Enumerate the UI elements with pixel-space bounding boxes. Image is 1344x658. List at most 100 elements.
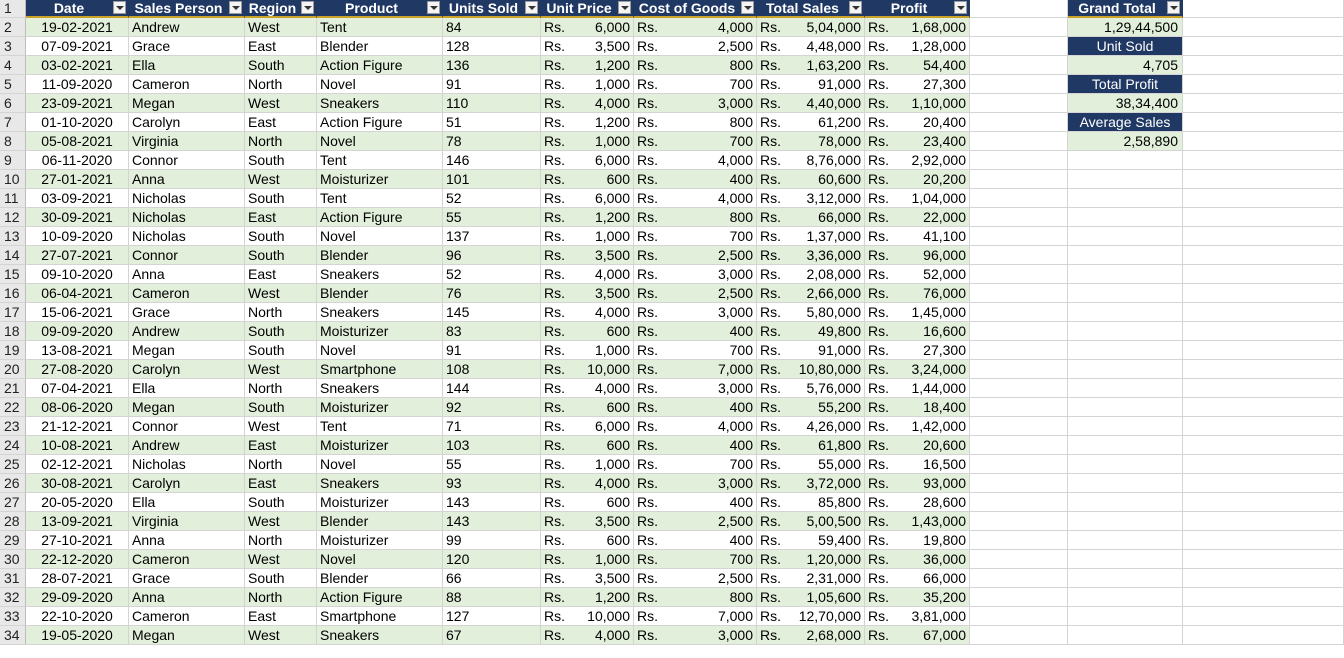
cell-date[interactable]: 30-09-2021 xyxy=(26,208,129,227)
cell-cost-of-goods[interactable]: Rs. 400 xyxy=(634,322,757,341)
cell-profit[interactable]: Rs. 20,400 xyxy=(865,113,970,132)
cell-region[interactable]: North xyxy=(245,132,317,151)
cell-sales-person[interactable]: Anna xyxy=(129,170,245,189)
cell-units-sold[interactable]: 51 xyxy=(443,113,541,132)
cell-profit[interactable]: Rs. 1,43,000 xyxy=(865,512,970,531)
cell-unit-price[interactable]: Rs. 10,000 xyxy=(541,607,634,626)
filter-dropdown-icon[interactable] xyxy=(525,1,538,14)
cell-total-sales[interactable]: Rs. 91,000 xyxy=(757,341,865,360)
empty-cell[interactable] xyxy=(970,132,1068,151)
cell-total-sales[interactable]: Rs. 4,40,000 xyxy=(757,94,865,113)
row-number[interactable]: 13 xyxy=(0,227,26,246)
column-header-product[interactable]: Product xyxy=(317,0,443,18)
empty-cell[interactable] xyxy=(1068,189,1183,208)
cell-date[interactable]: 30-08-2021 xyxy=(26,474,129,493)
empty-cell[interactable] xyxy=(1068,284,1183,303)
empty-cell[interactable] xyxy=(1183,75,1344,94)
row-number[interactable]: 34 xyxy=(0,626,26,645)
cell-region[interactable]: North xyxy=(245,455,317,474)
cell-region[interactable]: West xyxy=(245,170,317,189)
empty-cell[interactable] xyxy=(1183,18,1344,37)
row-number[interactable]: 32 xyxy=(0,588,26,607)
cell-cost-of-goods[interactable]: Rs. 2,500 xyxy=(634,246,757,265)
cell-product[interactable]: Tent xyxy=(317,18,443,37)
cell-cost-of-goods[interactable]: Rs. 700 xyxy=(634,455,757,474)
cell-product[interactable]: Novel xyxy=(317,455,443,474)
cell-profit[interactable]: Rs. 3,81,000 xyxy=(865,607,970,626)
cell-unit-price[interactable]: Rs. 600 xyxy=(541,531,634,550)
cell-region[interactable]: South xyxy=(245,493,317,512)
cell-product[interactable]: Action Figure xyxy=(317,588,443,607)
empty-cell[interactable] xyxy=(970,379,1068,398)
column-header-total-sales[interactable]: Total Sales xyxy=(757,0,865,18)
empty-cell[interactable] xyxy=(1183,94,1344,113)
cell-cost-of-goods[interactable]: Rs. 2,500 xyxy=(634,512,757,531)
cell-date[interactable]: 27-08-2020 xyxy=(26,360,129,379)
cell-region[interactable]: South xyxy=(245,151,317,170)
cell-date[interactable]: 27-10-2021 xyxy=(26,531,129,550)
cell-total-sales[interactable]: Rs. 2,31,000 xyxy=(757,569,865,588)
filter-dropdown-icon[interactable] xyxy=(849,1,862,14)
cell-sales-person[interactable]: Connor xyxy=(129,417,245,436)
cell-units-sold[interactable]: 67 xyxy=(443,626,541,645)
empty-cell[interactable] xyxy=(970,18,1068,37)
cell-date[interactable]: 09-09-2020 xyxy=(26,322,129,341)
cell-sales-person[interactable]: Connor xyxy=(129,151,245,170)
cell-profit[interactable]: Rs. 93,000 xyxy=(865,474,970,493)
cell-total-sales[interactable]: Rs. 12,70,000 xyxy=(757,607,865,626)
cell-total-sales[interactable]: Rs. 4,48,000 xyxy=(757,37,865,56)
cell-sales-person[interactable]: Cameron xyxy=(129,284,245,303)
cell-sales-person[interactable]: Anna xyxy=(129,265,245,284)
filter-dropdown-icon[interactable] xyxy=(113,1,126,14)
cell-unit-price[interactable]: Rs. 3,500 xyxy=(541,246,634,265)
row-number[interactable]: 14 xyxy=(0,246,26,265)
cell-date[interactable]: 10-09-2020 xyxy=(26,227,129,246)
cell-sales-person[interactable]: Nicholas xyxy=(129,208,245,227)
cell-cost-of-goods[interactable]: Rs. 3,000 xyxy=(634,303,757,322)
cell-sales-person[interactable]: Nicholas xyxy=(129,455,245,474)
row-number[interactable]: 9 xyxy=(0,151,26,170)
empty-cell[interactable] xyxy=(1068,417,1183,436)
cell-product[interactable]: Moisturizer xyxy=(317,436,443,455)
cell-sales-person[interactable]: Megan xyxy=(129,341,245,360)
row-number[interactable]: 26 xyxy=(0,474,26,493)
empty-cell[interactable] xyxy=(970,512,1068,531)
cell-product[interactable]: Tent xyxy=(317,189,443,208)
empty-cell[interactable] xyxy=(1068,512,1183,531)
row-number[interactable]: 10 xyxy=(0,170,26,189)
cell-unit-price[interactable]: Rs. 1,000 xyxy=(541,75,634,94)
summary-label-grand-total[interactable]: Grand Total xyxy=(1068,0,1183,18)
empty-cell[interactable] xyxy=(1183,303,1344,322)
cell-product[interactable]: Blender xyxy=(317,512,443,531)
cell-region[interactable]: East xyxy=(245,474,317,493)
cell-unit-price[interactable]: Rs. 4,000 xyxy=(541,379,634,398)
cell-region[interactable]: South xyxy=(245,56,317,75)
cell-total-sales[interactable]: Rs. 1,63,200 xyxy=(757,56,865,75)
column-header-cost-of-goods[interactable]: Cost of Goods xyxy=(634,0,757,18)
cell-total-sales[interactable]: Rs. 3,72,000 xyxy=(757,474,865,493)
empty-cell[interactable] xyxy=(1068,455,1183,474)
cell-date[interactable]: 02-12-2021 xyxy=(26,455,129,474)
cell-date[interactable]: 05-08-2021 xyxy=(26,132,129,151)
cell-cost-of-goods[interactable]: Rs. 800 xyxy=(634,113,757,132)
empty-cell[interactable] xyxy=(970,455,1068,474)
cell-sales-person[interactable]: Ella xyxy=(129,493,245,512)
cell-total-sales[interactable]: Rs. 55,000 xyxy=(757,455,865,474)
cell-cost-of-goods[interactable]: Rs. 4,000 xyxy=(634,189,757,208)
cell-date[interactable]: 23-09-2021 xyxy=(26,94,129,113)
cell-date[interactable]: 15-06-2021 xyxy=(26,303,129,322)
cell-product[interactable]: Novel xyxy=(317,341,443,360)
cell-sales-person[interactable]: Grace xyxy=(129,303,245,322)
cell-sales-person[interactable]: Anna xyxy=(129,531,245,550)
cell-units-sold[interactable]: 55 xyxy=(443,455,541,474)
cell-cost-of-goods[interactable]: Rs. 400 xyxy=(634,398,757,417)
cell-unit-price[interactable]: Rs. 600 xyxy=(541,436,634,455)
empty-cell[interactable] xyxy=(1183,493,1344,512)
empty-cell[interactable] xyxy=(970,227,1068,246)
cell-units-sold[interactable]: 144 xyxy=(443,379,541,398)
row-number[interactable]: 7 xyxy=(0,113,26,132)
cell-product[interactable]: Blender xyxy=(317,284,443,303)
cell-sales-person[interactable]: Ella xyxy=(129,379,245,398)
cell-region[interactable]: West xyxy=(245,18,317,37)
cell-total-sales[interactable]: Rs. 5,76,000 xyxy=(757,379,865,398)
